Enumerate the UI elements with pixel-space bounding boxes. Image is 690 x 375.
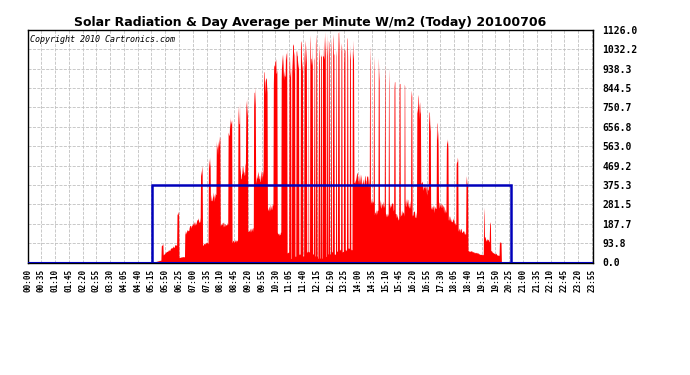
Bar <box>152 185 511 262</box>
Text: Copyright 2010 Cartronics.com: Copyright 2010 Cartronics.com <box>30 34 175 44</box>
Title: Solar Radiation & Day Average per Minute W/m2 (Today) 20100706: Solar Radiation & Day Average per Minute… <box>75 16 546 29</box>
